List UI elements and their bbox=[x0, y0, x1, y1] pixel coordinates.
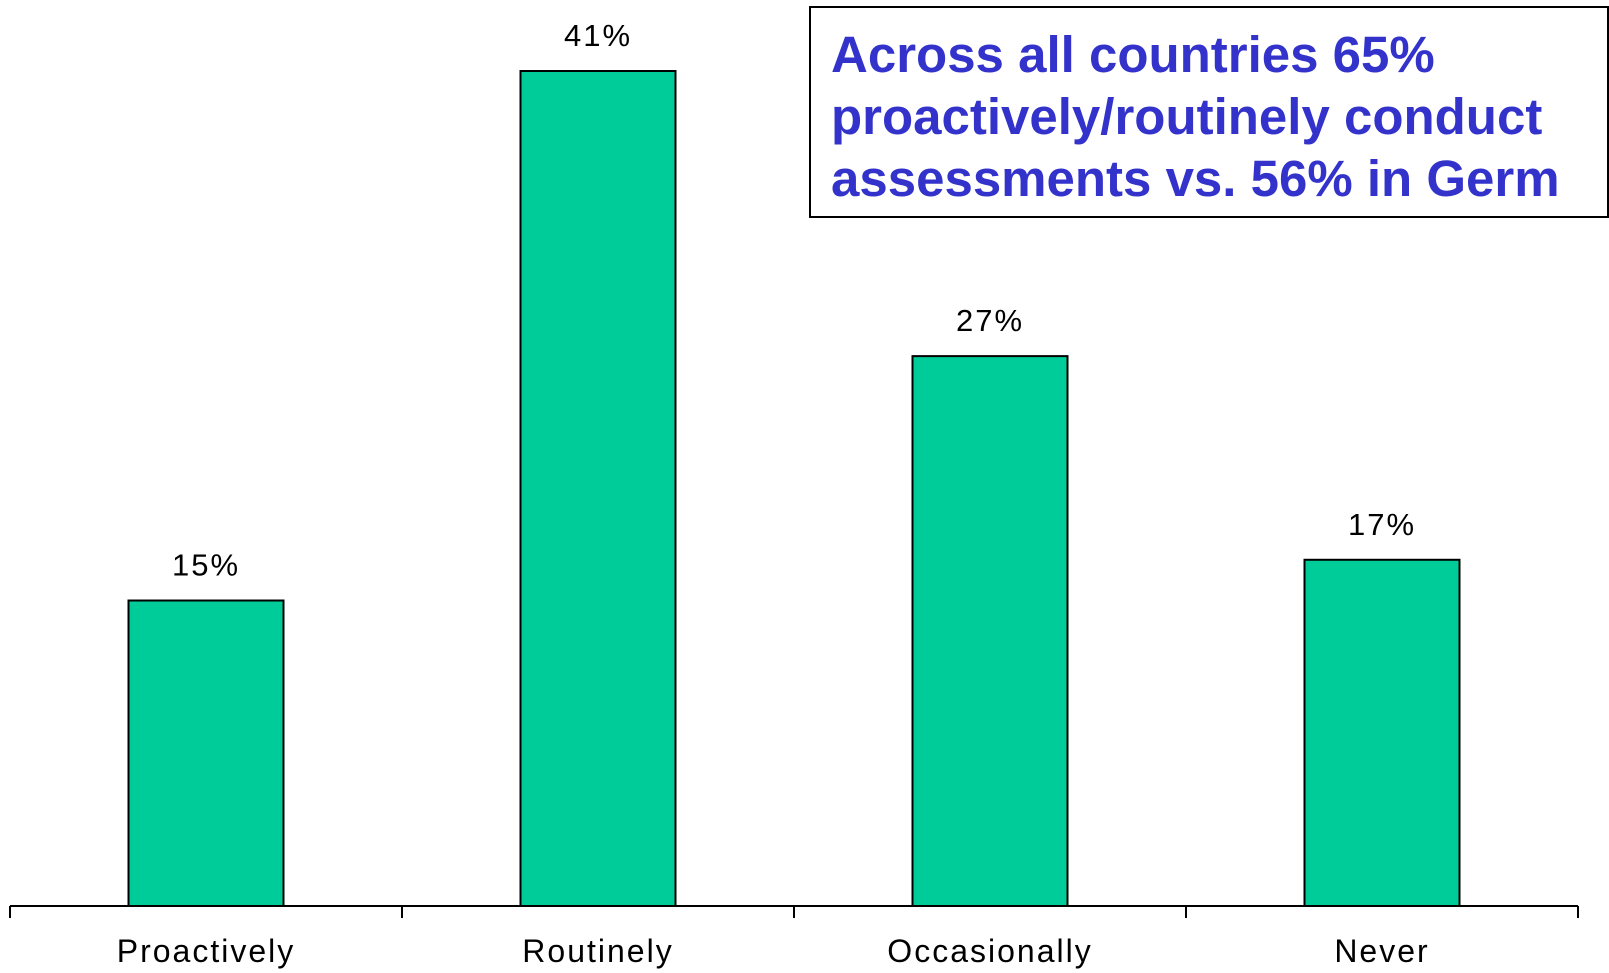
bar-routinely bbox=[519, 70, 677, 907]
bar-occasionally bbox=[911, 355, 1069, 907]
x-tick-label-proactively: Proactively bbox=[117, 933, 296, 969]
callout-line-1: Across all countries 65% bbox=[831, 26, 1435, 83]
bar-value-label-proactively: 15% bbox=[172, 548, 240, 583]
callout-box: Across all countries 65% proactively/rou… bbox=[809, 6, 1609, 218]
callout-line-3: assessments vs. 56% in Germ bbox=[831, 150, 1560, 207]
x-tick-label-occasionally: Occasionally bbox=[887, 933, 1092, 969]
category-labels-group: Proactively Routinely Occasionally Never bbox=[117, 933, 1429, 969]
bars-group bbox=[127, 70, 1461, 908]
x-tick-label-routinely: Routinely bbox=[522, 933, 673, 969]
x-axis bbox=[9, 905, 1579, 918]
bar-never bbox=[1303, 558, 1461, 908]
x-tick-label-never: Never bbox=[1334, 933, 1429, 969]
callout-line-2: proactively/routinely conduct bbox=[831, 88, 1543, 145]
bar-value-label-occasionally: 27% bbox=[956, 303, 1024, 338]
bar-proactively bbox=[127, 599, 285, 907]
value-labels-group: 15% 41% 27% 17% bbox=[172, 18, 1416, 583]
bar-value-label-routinely: 41% bbox=[564, 18, 632, 53]
bar-value-label-never: 17% bbox=[1348, 507, 1416, 542]
